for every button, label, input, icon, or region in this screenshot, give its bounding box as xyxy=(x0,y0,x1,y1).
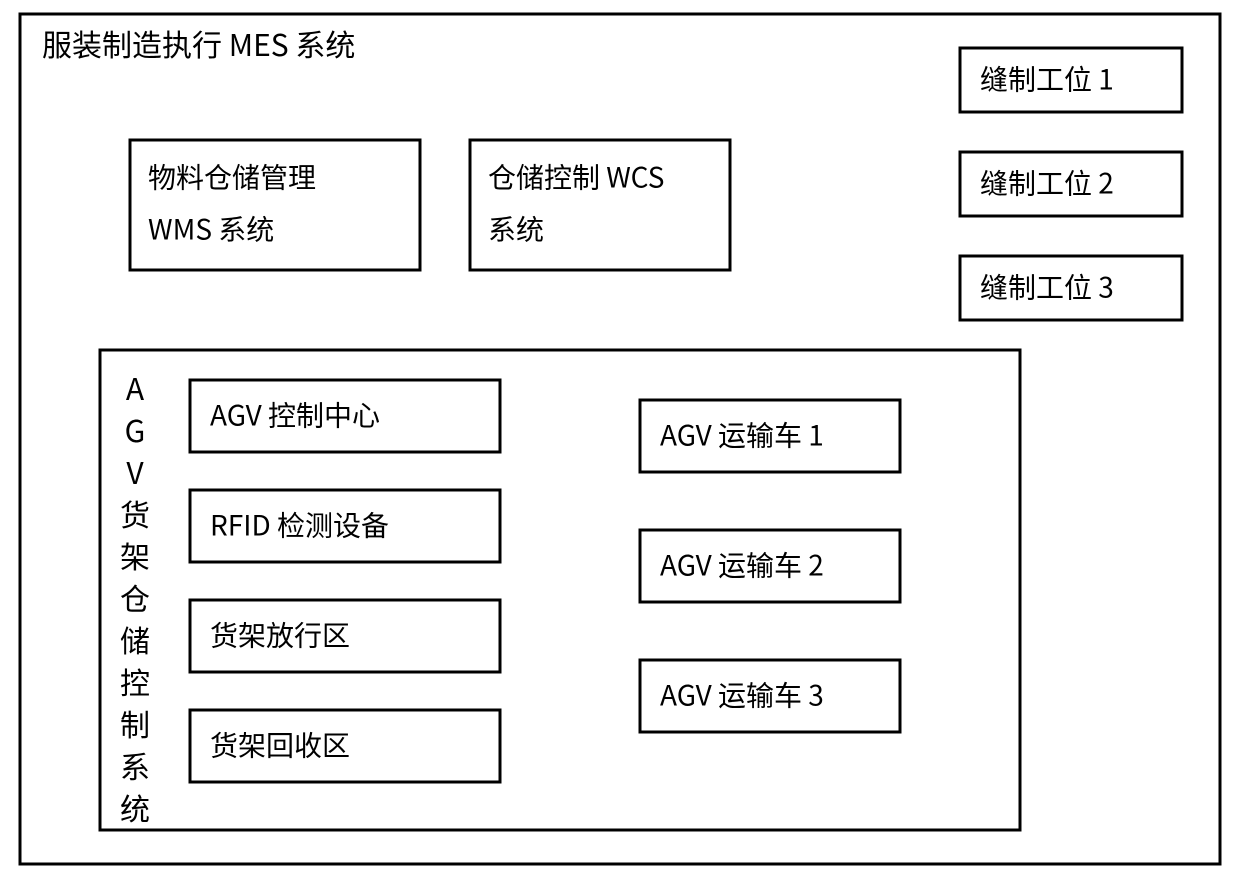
wms-label: WMS 系统 xyxy=(148,209,274,249)
agv-left-label: 货架放行区 xyxy=(210,615,350,655)
agv-container-vlabel-char: 控 xyxy=(120,659,150,703)
station-label: 缝制工位 1 xyxy=(980,59,1114,99)
agv-left-label: AGV 控制中心 xyxy=(210,395,380,435)
agv-container-vlabel-char: 系 xyxy=(120,743,150,787)
agv-container-vlabel-char: 制 xyxy=(120,701,150,745)
wcs-label: 系统 xyxy=(488,209,544,249)
agv-container-vlabel-char: V xyxy=(126,449,144,493)
agv-left-label: RFID 检测设备 xyxy=(210,505,389,545)
agv-container-vlabel-char: 储 xyxy=(120,617,150,661)
agv-container-vlabel-char: 仓 xyxy=(120,575,150,619)
mes-system-title: 服装制造执行 MES 系统 xyxy=(42,21,355,65)
agv-container-vlabel-char: A xyxy=(126,365,145,409)
agv-right-label: AGV 运输车 3 xyxy=(660,675,824,715)
wcs-label: 仓储控制 WCS xyxy=(488,157,664,197)
agv-container-vlabel-char: G xyxy=(125,407,146,451)
agv-container-vlabel-char: 货 xyxy=(120,491,150,535)
agv-container-vlabel-char: 统 xyxy=(120,785,150,829)
agv-right-label: AGV 运输车 2 xyxy=(660,545,824,585)
boxes-layer: 服装制造执行 MES 系统物料仓储管理WMS 系统仓储控制 WCS系统缝制工位 … xyxy=(20,14,1220,864)
agv-container-vlabel-char: 架 xyxy=(120,533,150,577)
agv-left-label: 货架回收区 xyxy=(210,725,350,765)
wms-label: 物料仓储管理 xyxy=(148,157,316,197)
station-label: 缝制工位 2 xyxy=(980,163,1114,203)
station-label: 缝制工位 3 xyxy=(980,267,1114,307)
agv-right-label: AGV 运输车 1 xyxy=(660,415,824,455)
